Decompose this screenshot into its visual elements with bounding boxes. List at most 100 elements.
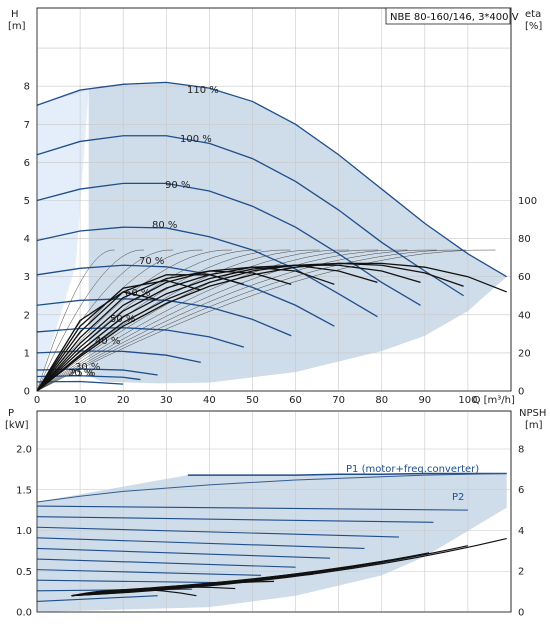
power-curve	[36, 516, 434, 523]
x-tick-label: 0	[34, 395, 40, 406]
curve-speed-label: 40 %	[95, 336, 120, 347]
y-tick-label: 1	[24, 348, 30, 359]
x-tick-label: 60	[289, 395, 302, 406]
system-curve	[36, 249, 467, 392]
curve-speed-label: 110 %	[187, 85, 219, 96]
x-tick-label: 20	[117, 395, 130, 406]
p2-label: P2	[452, 492, 464, 503]
curve-speed-label: 70 %	[139, 256, 164, 267]
x-axis-label: Q [m³/h]	[473, 395, 515, 406]
y-axis-label-line1: H	[11, 9, 19, 20]
curve-speed-label: 60 %	[125, 288, 150, 299]
y2-tick-label: 8	[518, 444, 524, 455]
efficiency-curve	[36, 279, 201, 392]
x-tick-label: 30	[160, 395, 173, 406]
x-tick-label: 90	[418, 395, 431, 406]
system-curve	[36, 249, 349, 392]
system-curve	[36, 249, 379, 392]
y2-tick-label: 2	[518, 567, 524, 578]
power-curve	[36, 569, 262, 576]
efficiency-curve	[36, 266, 335, 392]
curve-speed-label: 20 %	[68, 368, 93, 379]
power-curve	[36, 558, 296, 568]
npsh-curve	[71, 586, 236, 597]
y2-axis-label-line1: eta	[525, 9, 541, 20]
y2-tick-label: 0	[518, 387, 524, 398]
curve-speed-label: 50 %	[110, 314, 135, 325]
system-curve	[36, 249, 115, 392]
efficiency-curve	[36, 262, 507, 392]
efficiency-curve	[36, 270, 292, 392]
head-curve	[36, 226, 378, 318]
npsh-axis-label-line2: [m]	[525, 420, 543, 431]
head-curve	[36, 81, 508, 278]
head-curve	[36, 375, 141, 381]
plot-frame	[36, 7, 512, 392]
curve-speed-label: 30 %	[75, 362, 100, 373]
power-curve	[36, 505, 468, 511]
x-tick-label: 70	[332, 395, 345, 406]
y-tick-label: 2	[24, 310, 30, 321]
head-curve	[36, 135, 464, 297]
power-curve	[36, 526, 399, 538]
power-curve-main	[187, 472, 507, 476]
x-tick-label: 50	[246, 395, 259, 406]
y-tick-label: 7	[24, 120, 30, 131]
x-tick-label: 100	[458, 395, 477, 406]
y-tick-label: 4	[24, 234, 30, 245]
operating-region	[37, 82, 507, 384]
head-curve	[36, 264, 335, 327]
efficiency-curve	[36, 262, 464, 392]
y-tick-label: 5	[24, 196, 30, 207]
system-curve	[36, 249, 144, 392]
y-tick-label: 6	[24, 158, 30, 169]
head-curve	[36, 380, 124, 385]
y2-tick-label: 4	[518, 526, 524, 537]
p1-label: P1 (motor+freq.converter)	[346, 464, 479, 475]
y2-tick-label: 60	[518, 272, 531, 283]
efficiency-curve	[36, 274, 245, 392]
power-region	[37, 473, 507, 612]
y-tick-label: 2.0	[16, 445, 32, 456]
y-tick-label: 1.5	[16, 485, 32, 496]
curve-speed-label: 25 %	[70, 368, 95, 379]
npsh-curve	[71, 588, 197, 597]
power-curve	[36, 537, 365, 549]
y2-tick-label: 40	[518, 310, 531, 321]
title-box	[385, 7, 511, 25]
curve-speed-label: 90 %	[165, 180, 190, 191]
y2-tick-label: 100	[518, 196, 537, 207]
y2-tick-label: 6	[518, 485, 524, 496]
npsh-axis-label-line1: NPSH	[519, 408, 546, 419]
power-curve	[36, 595, 158, 602]
curve-speed-label: 100 %	[180, 134, 212, 145]
low-flow-region	[37, 90, 89, 391]
y-tick-label: 8	[24, 82, 30, 93]
efficiency-curve	[36, 291, 158, 392]
curve-speed-label: 80 %	[152, 220, 177, 231]
p-axis-label-line2: [kW]	[5, 420, 29, 431]
power-curve	[36, 547, 331, 559]
plot-frame	[36, 410, 512, 613]
y-tick-label: 3	[24, 272, 30, 283]
y-tick-label: 0	[24, 387, 30, 398]
y-axis-label-line2: [m]	[8, 21, 26, 32]
x-tick-label: 40	[203, 395, 216, 406]
chart-title: NBE 80-160/146, 3*400 V	[390, 12, 519, 23]
efficiency-curve	[36, 264, 421, 392]
y-tick-label: 0.5	[16, 567, 32, 578]
y-tick-label: 1.0	[16, 526, 32, 537]
head-curve	[36, 327, 245, 348]
head-curve	[36, 298, 292, 337]
power-curve	[36, 579, 227, 584]
y2-tick-label: 20	[518, 348, 531, 359]
x-tick-label: 10	[74, 395, 87, 406]
x-tick-label: 80	[375, 395, 388, 406]
y2-tick-label: 80	[518, 234, 531, 245]
y2-axis-label-line2: [%]	[525, 21, 542, 32]
y-tick-label: 0.0	[16, 608, 32, 619]
p-axis-label-line1: P	[8, 408, 14, 419]
y2-tick-label: 0	[518, 608, 524, 619]
